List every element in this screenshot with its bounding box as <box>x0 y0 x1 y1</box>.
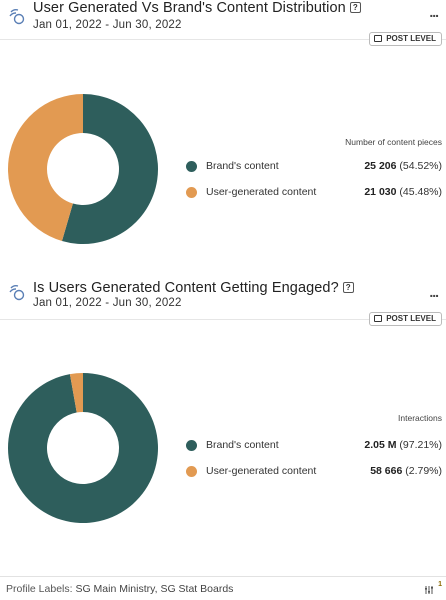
legend-percent: (97.21%) <box>399 439 442 451</box>
header-divider <box>0 319 446 320</box>
card-title: Is Users Generated Content Getting Engag… <box>33 280 354 296</box>
legend-item-user-generated[interactable]: User-generated content 58 666 (2.79%) <box>186 464 444 480</box>
donut-slice-brand[interactable] <box>61 94 158 244</box>
legend-dot <box>186 187 197 198</box>
legend-dot <box>186 161 197 172</box>
badge-label: POST LEVEL <box>386 34 436 43</box>
legend-count: 2.05 M <box>364 439 397 451</box>
donut-slice-brand[interactable] <box>8 373 158 523</box>
legend-dot <box>186 440 197 451</box>
content-type-icon <box>9 9 25 25</box>
post-icon <box>374 35 383 42</box>
donut-slice-user-generated[interactable] <box>69 373 83 413</box>
ugc-engagement-card: Is Users Generated Content Getting Engag… <box>0 276 446 576</box>
legend-percent: (45.48%) <box>399 186 442 198</box>
card-title-text: User Generated Vs Brand's Content Distri… <box>33 0 346 16</box>
footer-bar: Profile Labels: SG Main Ministry, SG Sta… <box>0 576 446 600</box>
date-range: Jan 01, 2022 - Jun 30, 2022 <box>33 19 182 31</box>
content-distribution-card: User Generated Vs Brand's Content Distri… <box>0 0 446 270</box>
legend-value: 2.05 M (97.21%) <box>364 439 442 451</box>
legend-dot <box>186 466 197 477</box>
date-range: Jan 01, 2022 - Jun 30, 2022 <box>33 297 182 309</box>
legend-item-user-generated[interactable]: User-generated content 21 030 (45.48%) <box>186 185 444 201</box>
metric-label: Interactions <box>398 413 442 423</box>
profile-labels-value: SG Main Ministry, SG Stat Boards <box>75 583 234 595</box>
profile-labels-title: Profile Labels: <box>6 583 73 595</box>
help-icon[interactable]: ? <box>342 282 354 293</box>
legend-percent: (2.79%) <box>405 465 442 477</box>
legend-value: 58 666 (2.79%) <box>370 465 442 477</box>
legend-item-brand[interactable]: Brand's content 2.05 M (97.21%) <box>186 438 444 454</box>
card-title-text: Is Users Generated Content Getting Engag… <box>33 280 339 296</box>
legend-label: User-generated content <box>206 186 317 198</box>
donut-chart <box>8 94 158 244</box>
legend-label: Brand's content <box>206 439 279 451</box>
filter-count-badge: 1 <box>438 581 442 588</box>
legend-item-brand[interactable]: Brand's content 25 206 (54.52%) <box>186 159 444 175</box>
content-type-icon <box>9 285 25 301</box>
more-options-button[interactable]: ... <box>429 4 439 20</box>
donut-chart <box>8 373 158 523</box>
profile-labels: Profile Labels: SG Main Ministry, SG Sta… <box>6 583 233 595</box>
legend-percent: (54.52%) <box>399 160 442 172</box>
legend-label: User-generated content <box>206 465 317 477</box>
legend-count: 58 666 <box>370 465 403 477</box>
filter-icon[interactable] <box>424 585 434 595</box>
post-icon <box>374 315 383 322</box>
card-title: User Generated Vs Brand's Content Distri… <box>33 0 361 16</box>
help-icon[interactable]: ? <box>349 2 361 13</box>
legend-value: 21 030 (45.48%) <box>364 186 442 198</box>
metric-label: Number of content pieces <box>345 137 442 147</box>
legend-count: 21 030 <box>364 186 397 198</box>
more-options-button[interactable]: ... <box>429 284 439 300</box>
badge-label: POST LEVEL <box>386 314 436 323</box>
header-divider <box>0 39 446 40</box>
post-level-badge: POST LEVEL <box>369 32 442 46</box>
post-level-badge: POST LEVEL <box>369 312 442 326</box>
legend-label: Brand's content <box>206 160 279 172</box>
legend-value: 25 206 (54.52%) <box>364 160 442 172</box>
donut-slice-user-generated[interactable] <box>8 94 83 241</box>
legend-count: 25 206 <box>364 160 397 172</box>
